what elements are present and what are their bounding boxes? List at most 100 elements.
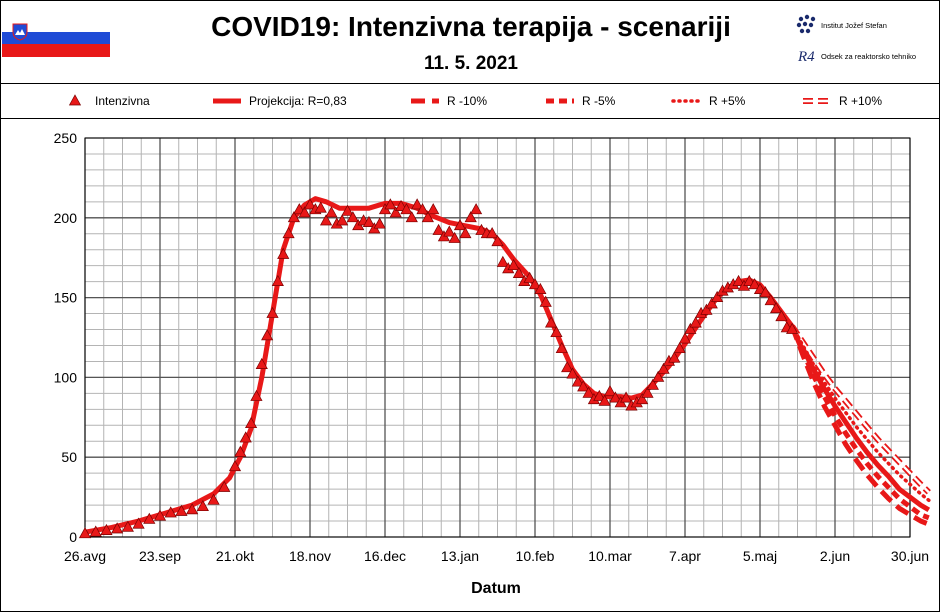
- x-tick-label: 7.apr: [669, 548, 701, 564]
- data-point-intenzivna: [732, 274, 745, 286]
- institute-logo: Institut Jožef Stefan R4 Odsek za reakto…: [795, 13, 935, 73]
- data-point-intenzivna: [705, 297, 718, 309]
- data-point-intenzivna: [228, 460, 242, 472]
- data-point-intenzivna: [143, 512, 156, 524]
- data-point-intenzivna: [641, 386, 654, 398]
- data-point-intenzivna: [459, 227, 472, 239]
- x-tick-label: 13.jan: [441, 548, 479, 564]
- data-point-intenzivna: [561, 361, 574, 373]
- data-point-intenzivna: [244, 416, 258, 429]
- data-point-intenzivna: [164, 506, 177, 518]
- data-point-intenzivna: [786, 322, 799, 334]
- data-point-intenzivna: [421, 211, 434, 223]
- data-point-intenzivna: [303, 198, 317, 210]
- legend-label-3: R -5%: [582, 94, 616, 108]
- data-point-intenzivna: [678, 332, 692, 344]
- x-tick-label: 21.okt: [216, 548, 254, 564]
- data-point-intenzivna: [282, 227, 295, 239]
- y-tick-label: 100: [54, 369, 78, 385]
- data-point-intenzivna: [411, 198, 424, 210]
- legend-divider: [1, 118, 939, 119]
- x-tick-label: 10.feb: [516, 548, 555, 564]
- chart-date: 11. 5. 2021: [423, 53, 519, 74]
- data-point-intenzivna: [373, 217, 386, 229]
- x-tick-label: 18.nov: [289, 548, 331, 564]
- data-point-intenzivna: [673, 341, 686, 354]
- logo-line1: Institut Jožef Stefan: [821, 21, 887, 30]
- data-point-intenzivna: [314, 201, 327, 213]
- data-point-intenzivna: [341, 204, 354, 216]
- data-point-intenzivna: [775, 310, 788, 322]
- data-point-intenzivna: [512, 266, 526, 279]
- data-point-intenzivna: [507, 258, 520, 271]
- data-point-intenzivna: [336, 214, 349, 226]
- data-point-intenzivna: [528, 278, 542, 290]
- data-point-intenzivna: [121, 520, 134, 532]
- data-point-intenzivna: [657, 362, 670, 374]
- data-point-intenzivna: [405, 211, 418, 223]
- y-tick-label: 50: [61, 449, 77, 465]
- data-point-intenzivna: [555, 341, 568, 354]
- data-point-intenzivna: [132, 517, 145, 529]
- data-point-intenzivna: [577, 380, 590, 392]
- data-point-intenzivna: [89, 525, 102, 537]
- chart-legend: Intenzivna Projekcija: R=0,83 R -10% R -5% R…: [68, 94, 882, 108]
- legend-label-4: R +5%: [709, 94, 746, 108]
- data-point-intenzivna: [668, 351, 681, 363]
- x-tick-label: 30.jun: [891, 548, 929, 564]
- slovenia-flag-icon: [2, 19, 110, 57]
- data-point-intenzivna: [234, 445, 247, 457]
- legend-label-intenzivna: Intenzivna: [95, 94, 150, 108]
- data-point-intenzivna: [534, 282, 547, 294]
- data-point-intenzivna: [218, 480, 231, 492]
- series-r-5--line: [790, 324, 931, 503]
- data-point-intenzivna: [389, 206, 402, 218]
- dots-logo-icon: [796, 14, 816, 34]
- data-point-intenzivna: [491, 235, 504, 247]
- data-point-intenzivna: [609, 391, 622, 403]
- data-point-intenzivna: [100, 523, 113, 535]
- data-point-intenzivna: [298, 206, 311, 218]
- data-point-intenzivna: [196, 499, 209, 512]
- data-point-intenzivna: [582, 386, 595, 398]
- data-point-intenzivna: [469, 203, 483, 215]
- data-point-intenzivna: [416, 203, 429, 215]
- y-tick-label: 0: [69, 529, 77, 545]
- data-point-intenzivna: [764, 294, 777, 306]
- data-point-intenzivna: [769, 302, 783, 314]
- data-point-intenzivna: [78, 527, 92, 539]
- data-point-intenzivna: [496, 255, 509, 267]
- chart-title: COVID19: Intenzivna terapija - scenariji: [211, 11, 731, 42]
- data-point-intenzivna: [566, 367, 579, 379]
- data-point-intenzivna: [261, 329, 274, 341]
- data-point-intenzivna: [277, 247, 290, 259]
- x-tick-label: 16.dec: [364, 548, 406, 564]
- data-point-intenzivna: [325, 206, 338, 218]
- x-tick-label: 10.mar: [588, 548, 632, 564]
- data-point-intenzivna: [384, 198, 397, 210]
- legend-label-1: Projekcija: R=0,83: [249, 94, 347, 108]
- data-point-intenzivna: [239, 431, 252, 443]
- data-point-intenzivna: [759, 286, 772, 298]
- data-point-intenzivna: [111, 522, 124, 534]
- data-point-intenzivna: [346, 211, 359, 223]
- series-r-10--inner: [791, 325, 930, 494]
- data-point-intenzivna: [453, 219, 467, 231]
- data-point-intenzivna: [432, 223, 445, 235]
- data-point-intenzivna: [443, 225, 456, 237]
- data-point-intenzivna: [598, 394, 611, 406]
- data-point-intenzivna: [636, 393, 649, 405]
- data-point-intenzivna: [175, 504, 188, 516]
- data-point-intenzivna: [619, 391, 633, 403]
- data-point-intenzivna: [287, 211, 301, 223]
- data-point-intenzivna: [186, 503, 199, 515]
- data-point-intenzivna: [711, 290, 724, 302]
- x-tick-label: 2.jun: [820, 548, 850, 564]
- series-projekcija-r-0-83-line: [84, 196, 931, 535]
- data-point-intenzivna: [486, 227, 499, 239]
- data-point-intenzivna: [255, 357, 268, 369]
- data-point-intenzivna: [593, 389, 606, 401]
- data-point-intenzivna: [319, 214, 333, 226]
- legend-label-2: R -10%: [447, 94, 487, 108]
